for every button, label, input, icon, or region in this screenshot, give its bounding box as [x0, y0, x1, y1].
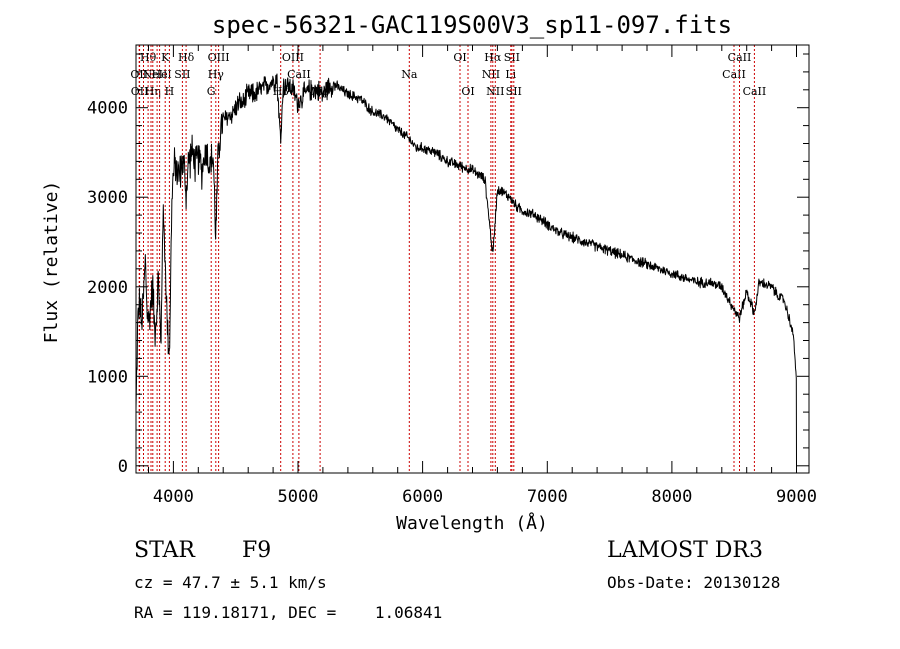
y-tick-label: 2000 — [87, 278, 128, 298]
x-axis-label: Wavelength (Å) — [396, 512, 548, 534]
chart-title: spec-56321-GAC119S00V3_sp11-097.fits — [212, 11, 732, 39]
y-axis-label: Flux (relative) — [41, 181, 62, 344]
line-marker-label: NeIII — [143, 68, 172, 81]
line-marker-label: OIII — [282, 51, 304, 64]
line-marker-label: H — [165, 85, 175, 98]
series-line-flux — [135, 73, 797, 466]
line-marker-label: NII — [486, 85, 504, 98]
line-marker-label: Hδ — [178, 51, 195, 64]
coordinates-text: RA = 119.18171, DEC = 1.06841 — [134, 603, 443, 622]
redshift-text: cz = 47.7 ± 5.1 km/s — [134, 573, 327, 592]
y-tick-label: 0 — [118, 457, 128, 477]
x-tick-label: 7000 — [527, 487, 568, 507]
line-marker-label: Hγ — [208, 68, 225, 81]
line-marker-label: NII — [482, 68, 500, 81]
line-marker-label: OI — [461, 85, 474, 98]
plot-axes: 4000 5000 6000 7000 8000 9000 0 1000 2000 3000 400… — [87, 44, 817, 507]
line-marker-label: CaII — [743, 85, 767, 98]
obs-date-text: Obs-Date: 20130128 — [607, 573, 781, 592]
line-marker-label: OIII — [208, 51, 230, 64]
line-marker-label: SII — [174, 68, 190, 81]
x-tick-label: 5000 — [278, 487, 319, 507]
y-tick-label: 1000 — [87, 367, 128, 387]
line-marker-label: OII — [131, 85, 149, 98]
line-marker-label: K — [161, 51, 170, 64]
object-class: STAR — [134, 538, 195, 563]
line-marker-label: He — [152, 68, 168, 81]
data-layer — [135, 73, 797, 466]
spectral-line-markers: OIIOIIHθHηNeIIIHeKHSIIHδGHγOIIIHβOIIICaI… — [130, 45, 766, 473]
y-tick-label: 4000 — [87, 99, 128, 119]
line-marker-label: Na — [401, 68, 418, 81]
x-tick-label: 8000 — [651, 487, 692, 507]
line-marker-label: CaII — [722, 68, 746, 81]
line-marker-label: G — [207, 85, 216, 98]
survey-label: LAMOST DR3 — [607, 538, 763, 563]
line-marker-label: CaII — [287, 68, 311, 81]
line-marker-label: Li — [505, 68, 516, 81]
line-marker-label: CaII — [728, 51, 752, 64]
x-tick-label: 6000 — [402, 487, 443, 507]
object-subclass: F9 — [242, 538, 272, 563]
x-tick-label: 4000 — [153, 487, 194, 507]
line-marker-label: Hθ — [140, 51, 157, 64]
line-marker-label: Hα — [484, 51, 502, 64]
line-marker-label: OI — [453, 51, 466, 64]
line-marker-label: Hη — [145, 85, 161, 98]
x-tick-label: 9000 — [776, 487, 817, 507]
line-marker-label: SII — [506, 85, 522, 98]
line-marker-label: SII — [504, 51, 520, 64]
y-tick-label: 3000 — [87, 188, 128, 208]
